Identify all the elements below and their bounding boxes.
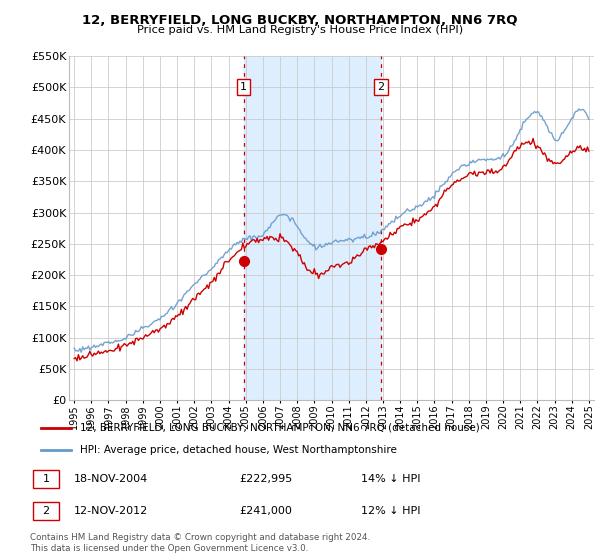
Text: £241,000: £241,000	[240, 506, 293, 516]
FancyBboxPatch shape	[33, 470, 59, 488]
Text: 2: 2	[377, 82, 385, 92]
Text: 12% ↓ HPI: 12% ↓ HPI	[361, 506, 421, 516]
Text: 14% ↓ HPI: 14% ↓ HPI	[361, 474, 421, 484]
Text: 2: 2	[43, 506, 50, 516]
Text: 1: 1	[43, 474, 50, 484]
Bar	[244, 56, 381, 400]
FancyBboxPatch shape	[33, 502, 59, 520]
Text: 18-NOV-2004: 18-NOV-2004	[74, 474, 148, 484]
Text: 12, BERRYFIELD, LONG BUCKBY, NORTHAMPTON, NN6 7RQ: 12, BERRYFIELD, LONG BUCKBY, NORTHAMPTON…	[82, 14, 518, 27]
Text: £222,995: £222,995	[240, 474, 293, 484]
Text: HPI: Average price, detached house, West Northamptonshire: HPI: Average price, detached house, West…	[80, 445, 397, 455]
Text: 12, BERRYFIELD, LONG BUCKBY, NORTHAMPTON, NN6 7RQ (detached house): 12, BERRYFIELD, LONG BUCKBY, NORTHAMPTON…	[80, 423, 479, 433]
Text: 12-NOV-2012: 12-NOV-2012	[74, 506, 148, 516]
Text: Contains HM Land Registry data © Crown copyright and database right 2024.
This d: Contains HM Land Registry data © Crown c…	[30, 533, 370, 553]
Text: Price paid vs. HM Land Registry's House Price Index (HPI): Price paid vs. HM Land Registry's House …	[137, 25, 463, 35]
Text: 1: 1	[240, 82, 247, 92]
